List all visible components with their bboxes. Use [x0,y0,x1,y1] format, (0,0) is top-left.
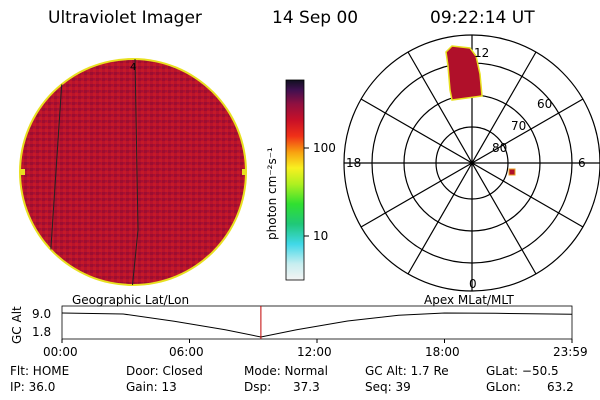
uv-image-disk [19,58,247,286]
dsp-value: 37.3 [293,380,320,394]
colorbar-tick-label-100: 100 [313,141,336,155]
mlt-label-0: 0 [469,277,477,291]
mlat-label-70: 70 [511,119,527,133]
x-tick-1200: 12:00 [297,345,332,359]
geographic-label: Geographic Lat/Lon [72,293,190,307]
timeline-ticks [61,339,573,343]
y-tick-9: 9.0 [32,307,52,321]
glat-info: GLat: −50.5 [486,364,559,378]
seq-info: Seq: 39 [365,380,411,394]
mode-info: Mode: Normal [244,364,328,378]
date-label: 14 Sep 00 [272,8,359,28]
x-tick-2359: 23:59 [553,345,588,359]
apex-label: Apex MLat/MLT [424,293,514,307]
glon-label: GLon: [486,380,521,394]
mlat-label-80: 80 [492,141,508,155]
mlt-label-18: 18 [346,156,362,170]
gain-info: Gain: 13 [126,380,177,394]
colorbar [285,79,305,281]
x-tick-0000: 00:00 [43,345,78,359]
altitude-curve [61,312,573,338]
mlt-label-12: 12 [474,46,490,60]
time-label: 09:22:14 UT [430,8,535,28]
x-tick-1800: 18:00 [425,345,460,359]
flt-info: Flt: HOME [10,364,70,378]
timeline-frame [61,305,573,340]
colorbar-tick-label-10: 10 [313,229,329,243]
dsp-label: Dsp: [244,380,272,394]
ip-info: IP: 36.0 [10,380,56,394]
colorbar-unit-label: photon cm⁻²s⁻¹ [265,147,279,240]
mlat-label-60: 60 [537,97,553,111]
y-tick-1-8: 1.8 [32,325,52,339]
emission-spot [508,168,516,176]
door-info: Door: Closed [126,364,203,378]
gc-alt-info: GC Alt: 1.7 Re [365,364,449,378]
y-axis-label: GC Alt [10,306,24,344]
glon-value: 63.2 [547,380,574,394]
disk-marker: 4 [130,62,136,73]
x-tick-0600: 06:00 [169,345,204,359]
instrument-title: Ultraviolet Imager [48,8,202,28]
aurora-patch [445,45,483,101]
mlt-label-6: 6 [578,156,586,170]
polar-plot [343,34,600,292]
